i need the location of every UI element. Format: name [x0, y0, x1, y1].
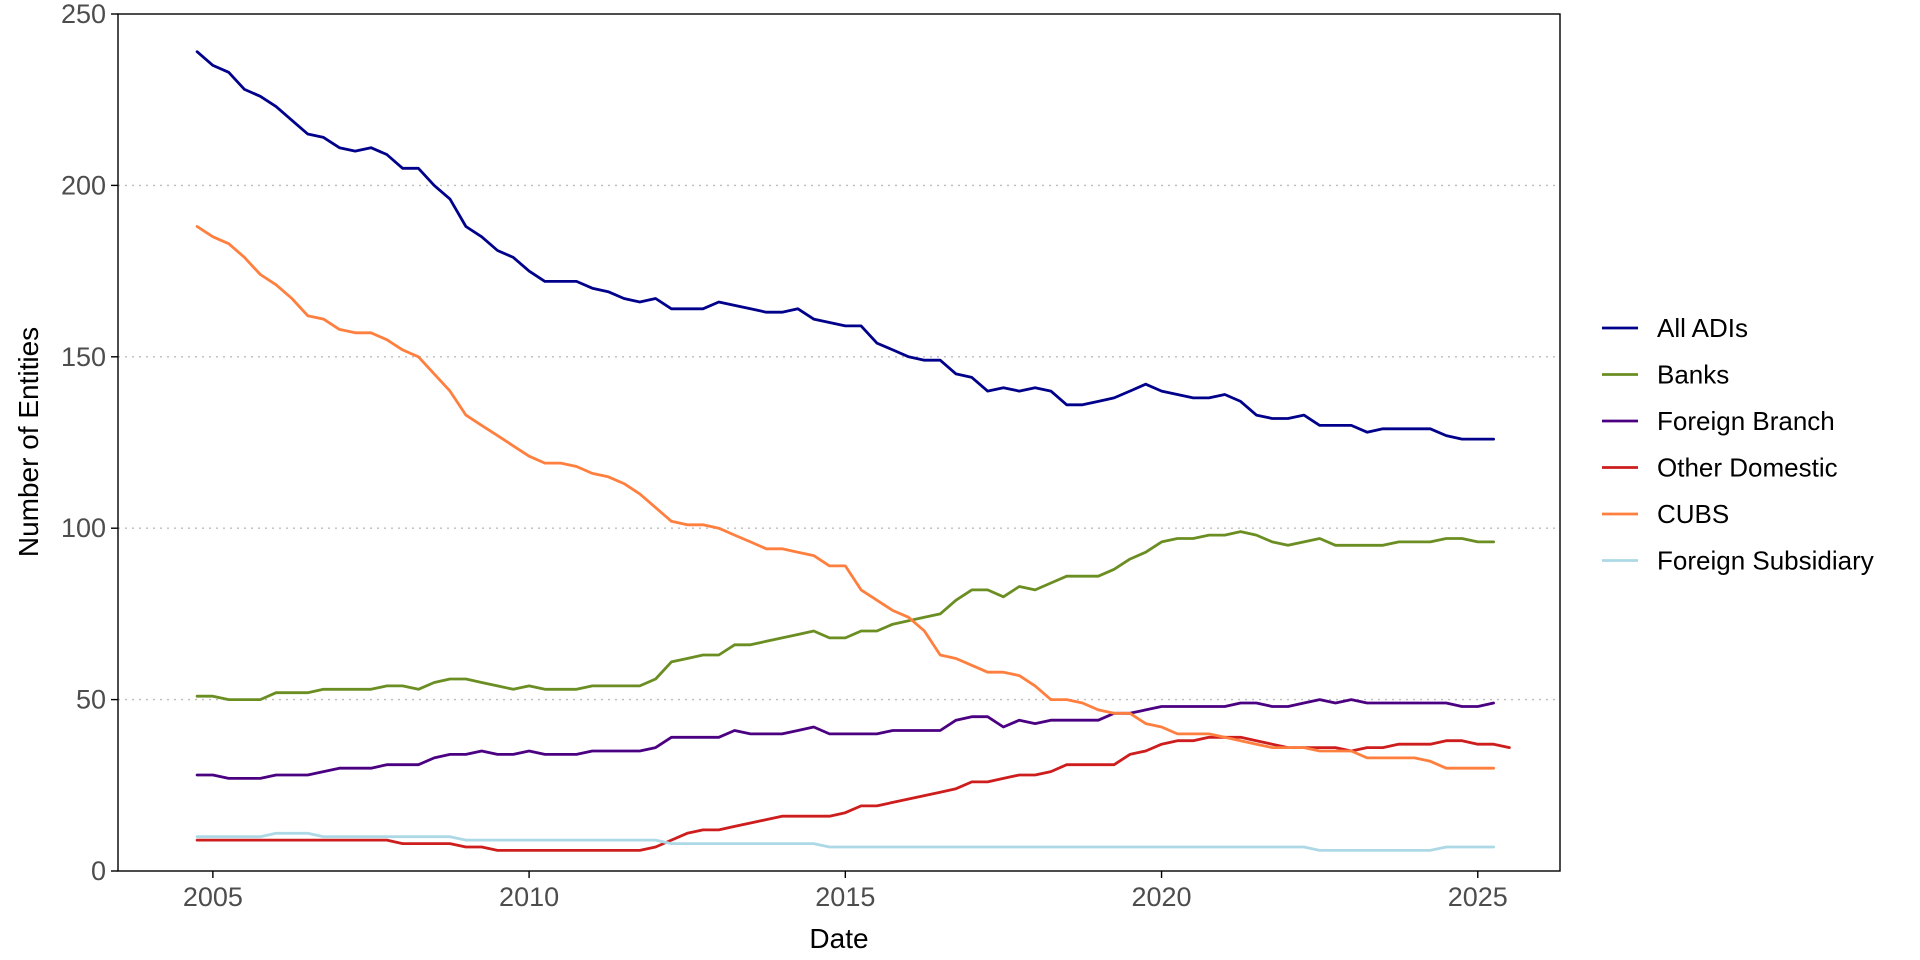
- gridlines: [118, 184, 1560, 701]
- legend-item-foreign-subsidiary: Foreign Subsidiary: [1602, 546, 1874, 576]
- y-axis-title: Number of Entities: [13, 327, 44, 557]
- series-line-all-adis: [195, 50, 1495, 441]
- y-tick-label-50: 50: [76, 685, 106, 715]
- series-line-foreign-subsidiary: [195, 831, 1495, 852]
- x-tick-label-2005: 2005: [183, 882, 243, 912]
- legend-item-banks: Banks: [1602, 360, 1729, 390]
- y-tick-label-250: 250: [61, 0, 106, 29]
- legend-item-foreign-branch: Foreign Branch: [1602, 406, 1835, 436]
- legend: All ADIs Banks Foreign Branch Other Domesti…: [1602, 313, 1874, 576]
- series-line-cubs: [195, 225, 1495, 770]
- x-tick-label-2020: 2020: [1132, 882, 1192, 912]
- legend-label-banks: Banks: [1657, 360, 1729, 390]
- x-tick-label-2010: 2010: [499, 882, 559, 912]
- legend-item-other-domestic: Other Domestic: [1602, 453, 1838, 483]
- legend-label-foreign-subsidiary: Foreign Subsidiary: [1657, 546, 1874, 576]
- legend-label-other-domestic: Other Domestic: [1657, 453, 1838, 483]
- y-tick-label-100: 100: [61, 513, 106, 543]
- x-tick-label-2015: 2015: [815, 882, 875, 912]
- legend-label-cubs: CUBS: [1657, 499, 1729, 529]
- series-line-banks: [195, 530, 1495, 701]
- x-axis-title: Date: [809, 923, 868, 954]
- x-axis: 2005 2010 2015 2020 2025: [183, 871, 1508, 912]
- y-tick-label-0: 0: [91, 856, 106, 886]
- legend-label-all-adis: All ADIs: [1657, 313, 1748, 343]
- plot-frame: [117, 13, 1561, 872]
- legend-item-all-adis: All ADIs: [1602, 313, 1748, 343]
- series-lines: [195, 50, 1511, 852]
- legend-label-foreign-branch: Foreign Branch: [1657, 406, 1835, 436]
- y-tick-label-200: 200: [61, 170, 106, 200]
- y-axis: 0 50 100 150 200 250: [61, 0, 118, 886]
- legend-item-cubs: CUBS: [1602, 499, 1729, 529]
- series-line-foreign-branch: [195, 698, 1495, 780]
- x-tick-label-2025: 2025: [1448, 882, 1508, 912]
- y-tick-label-150: 150: [61, 342, 106, 372]
